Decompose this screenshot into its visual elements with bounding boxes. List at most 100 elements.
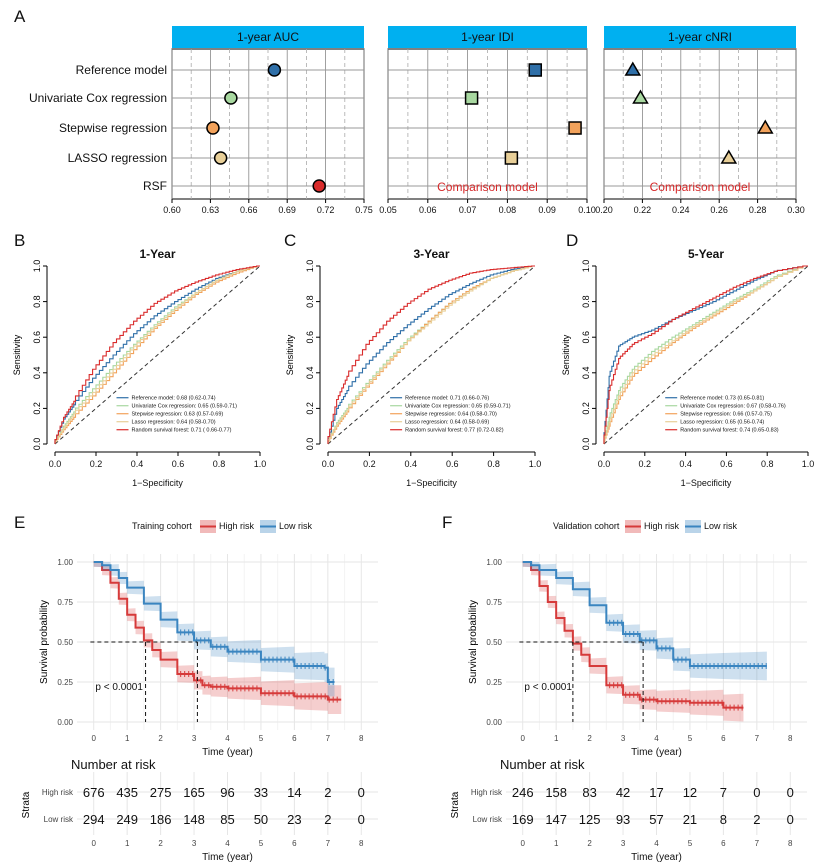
km-y-tick: 1.00 [57, 558, 73, 567]
risk-table-x-tick: 1 [125, 839, 130, 848]
km-x-tick: 6 [292, 734, 297, 743]
km-y-tick: 0.50 [486, 638, 502, 647]
roc-x-tick: 0.8 [761, 459, 774, 469]
km-pvalue: p < 0.0001 [524, 682, 572, 693]
km-y-tick: 0.25 [486, 678, 502, 687]
risk-table-value: 186 [150, 812, 172, 827]
risk-table-x-tick: 5 [259, 839, 264, 848]
risk-table-value: 169 [512, 812, 534, 827]
row-label-1: Univariate Cox regression [29, 91, 167, 105]
risk-table-value: 2 [753, 812, 760, 827]
km-pvalue: p < 0.0001 [95, 682, 143, 693]
cnri-point-2 [756, 119, 774, 134]
roc-y-tick: 0.6 [32, 331, 42, 344]
risk-table-x-label: Time (year) [202, 852, 253, 863]
risk-table-x-tick: 0 [520, 839, 525, 848]
km-legend-label: Low risk [704, 521, 738, 531]
risk-table-value: 96 [220, 785, 234, 800]
risk-table-value: 42 [616, 785, 630, 800]
roc-x-label: 1−Specificity [406, 478, 457, 488]
km-x-tick: 0 [91, 734, 96, 743]
roc-legend-label: Random survival forest: 0.71 ( 0.66-0.77… [132, 428, 232, 434]
km-x-tick: 7 [326, 734, 331, 743]
x-tick-label: 0.66 [240, 205, 258, 215]
km-y-tick: 0.25 [57, 678, 73, 687]
panel-a-title-0: 1-year AUC [237, 30, 299, 44]
cnri-point-0 [624, 61, 642, 76]
risk-table-value: 85 [220, 812, 234, 827]
km-curve-1 [522, 561, 767, 667]
risk-table-row-label: Low risk [44, 815, 74, 824]
risk-table-value: 125 [579, 812, 601, 827]
panel-a-title-1: 1-year IDI [461, 30, 514, 44]
km-x-tick: 5 [259, 734, 264, 743]
km-x-tick: 4 [654, 734, 659, 743]
roc-legend-label: Univariate Cox regression: 0.67 (0.58-0.… [680, 404, 786, 410]
km-x-tick: 1 [554, 734, 559, 743]
roc-y-tick: 0.2 [32, 402, 42, 415]
roc-x-tick: 0.6 [446, 459, 459, 469]
roc-curve-0 [603, 265, 808, 444]
km-x-tick: 6 [721, 734, 726, 743]
x-tick-label: 0.06 [419, 205, 437, 215]
km-legend-label: Low risk [279, 521, 313, 531]
idi-point-2 [568, 121, 582, 135]
panel-letter-e: E [14, 513, 25, 532]
km-legend-label: High risk [644, 521, 680, 531]
risk-table-x-tick: 7 [755, 839, 760, 848]
roc-legend-label: Univariate Cox regression: 0.65 (0.59-0.… [405, 404, 511, 410]
km-legend-title: Validation cohort [553, 521, 620, 531]
risk-table-value: 148 [183, 812, 205, 827]
roc-legend-label: Lasso regression: 0.64 (0.58-0.70) [132, 420, 216, 426]
roc-y-tick: 0.8 [32, 295, 42, 308]
roc-x-tick: 0.0 [49, 459, 62, 469]
risk-table-row-label: High risk [42, 788, 74, 797]
roc-legend-label: Random survival forest: 0.74 (0.65-0.83) [680, 428, 779, 434]
x-tick-label: 0.05 [379, 205, 397, 215]
roc-legend-label: Reference model: 0.71 (0.66-0.76) [405, 396, 489, 402]
roc-x-label: 1−Specificity [681, 478, 732, 488]
km-y-tick: 0.00 [57, 718, 73, 727]
panel-letter-d: D [566, 231, 578, 250]
risk-table-value: 0 [753, 785, 760, 800]
roc-x-tick: 0.2 [363, 459, 376, 469]
panel-a-header-2 [604, 26, 796, 48]
km-legend-label: High risk [219, 521, 255, 531]
roc-legend-label: Univariate Cox regression: 0.65 (0.59-0.… [132, 404, 238, 410]
roc-legend-label: Lasso regression: 0.65 (0.56-0.74) [680, 420, 764, 426]
km-x-tick: 1 [125, 734, 130, 743]
risk-table-value: 435 [116, 785, 138, 800]
km-x-tick: 3 [192, 734, 197, 743]
x-tick-label: 0.10 [578, 205, 596, 215]
roc-y-tick: 0.0 [305, 438, 315, 451]
risk-table-x-tick: 8 [788, 839, 793, 848]
x-tick-label: 0.08 [499, 205, 517, 215]
km-x-label: Time (year) [631, 747, 682, 758]
roc-y-tick: 1.0 [581, 260, 591, 273]
risk-table-value: 7 [720, 785, 727, 800]
risk-table-value: 294 [83, 812, 105, 827]
roc-curve-4 [603, 265, 808, 444]
panel-letter-c: C [284, 231, 296, 250]
risk-table-strata-label: Strata [450, 791, 461, 818]
risk-table-x-tick: 6 [721, 839, 726, 848]
auc-point-1 [224, 91, 238, 105]
roc-curve-3 [54, 265, 260, 444]
km-y-tick: 0.50 [57, 638, 73, 647]
km-x-tick: 8 [788, 734, 793, 743]
roc-y-label: Sensitivity [285, 334, 295, 375]
roc-y-tick: 0.0 [581, 438, 591, 451]
km-x-tick: 0 [520, 734, 525, 743]
risk-table-value: 8 [720, 812, 727, 827]
km-x-tick: 7 [755, 734, 760, 743]
roc-x-tick: 0.0 [322, 459, 335, 469]
roc-y-tick: 0.6 [305, 331, 315, 344]
km-x-label: Time (year) [202, 747, 253, 758]
risk-table-value: 0 [787, 785, 794, 800]
risk-table-x-tick: 7 [326, 839, 331, 848]
x-tick-label: 0.72 [317, 205, 335, 215]
risk-table-value: 676 [83, 785, 105, 800]
roc-x-tick: 1.0 [254, 459, 267, 469]
km-legend-title: Training cohort [132, 521, 192, 531]
